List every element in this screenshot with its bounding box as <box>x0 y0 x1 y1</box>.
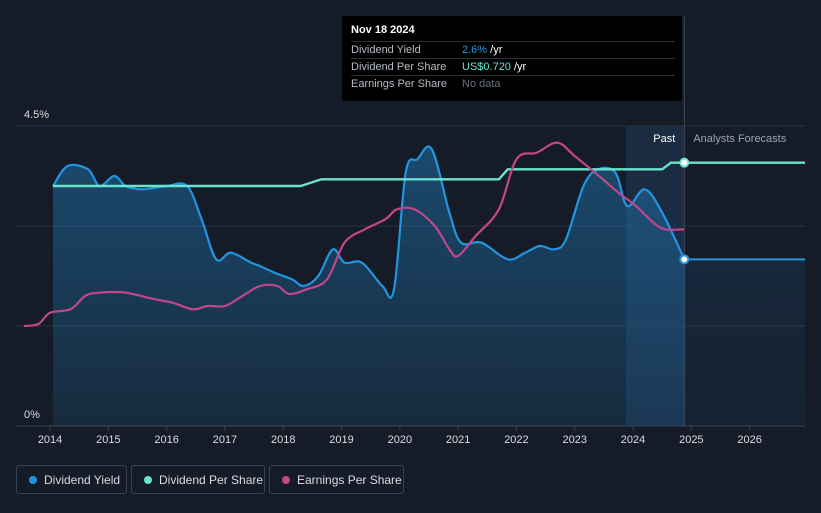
dividend-yield-marker <box>679 254 690 265</box>
x-tick-label: 2020 <box>388 434 412 446</box>
legend-label: Dividend Per Share <box>159 473 264 487</box>
tooltip-value: No data <box>462 78 501 90</box>
legend-dividend-yield[interactable]: Dividend Yield <box>16 465 127 494</box>
x-tick-label: 2025 <box>679 434 703 446</box>
x-tick-label: 2022 <box>504 434 528 446</box>
tooltip-row-dividend-per-share: Dividend Per Share US$0.720 /yr <box>351 58 675 76</box>
x-tick-label: 2015 <box>96 434 120 446</box>
x-tick-label: 2014 <box>38 434 62 446</box>
x-tick-label: 2017 <box>213 434 237 446</box>
x-tick-label: 2024 <box>621 434 645 446</box>
legend-dot-icon <box>144 476 152 484</box>
tooltip-label: Earnings Per Share <box>351 78 447 90</box>
tooltip-value: US$0.720 /yr <box>462 61 527 73</box>
x-tick-label: 2021 <box>446 434 470 446</box>
tooltip-label: Dividend Per Share <box>351 61 447 73</box>
y-tick-label: 4.5% <box>24 109 49 121</box>
x-tick-label: 2019 <box>329 434 353 446</box>
tooltip-label: Dividend Yield <box>351 44 421 56</box>
earnings-per-share-line <box>23 141 685 328</box>
dividend-yield-area <box>52 146 685 426</box>
dividend-per-share-marker <box>679 157 690 168</box>
past-label: Past <box>653 133 675 145</box>
tooltip-row-earnings-per-share: Earnings Per Share No data <box>351 75 675 93</box>
x-tick-label: 2023 <box>562 434 586 446</box>
legend-label: Dividend Yield <box>44 473 121 487</box>
hover-tooltip: Nov 18 2024 Dividend Yield 2.6% /yr Divi… <box>342 16 682 101</box>
dividend-yield-forecast-area <box>684 259 805 426</box>
tooltip-value: 2.6% /yr <box>462 44 503 56</box>
legend-dot-icon <box>29 476 37 484</box>
x-tick-label: 2026 <box>737 434 761 446</box>
dividend-per-share-line <box>52 161 685 188</box>
tooltip-row-dividend-yield: Dividend Yield 2.6% /yr <box>351 41 675 59</box>
x-tick-label: 2016 <box>154 434 178 446</box>
tooltip-date: Nov 18 2024 <box>351 24 415 36</box>
y-tick-label: 0% <box>24 409 40 421</box>
x-tick-label: 2018 <box>271 434 295 446</box>
legend-earnings-per-share[interactable]: Earnings Per Share <box>269 465 404 494</box>
forecast-label: Analysts Forecasts <box>693 133 786 145</box>
legend-dot-icon <box>282 476 290 484</box>
legend-dividend-per-share[interactable]: Dividend Per Share <box>131 465 265 494</box>
legend-label: Earnings Per Share <box>297 473 402 487</box>
